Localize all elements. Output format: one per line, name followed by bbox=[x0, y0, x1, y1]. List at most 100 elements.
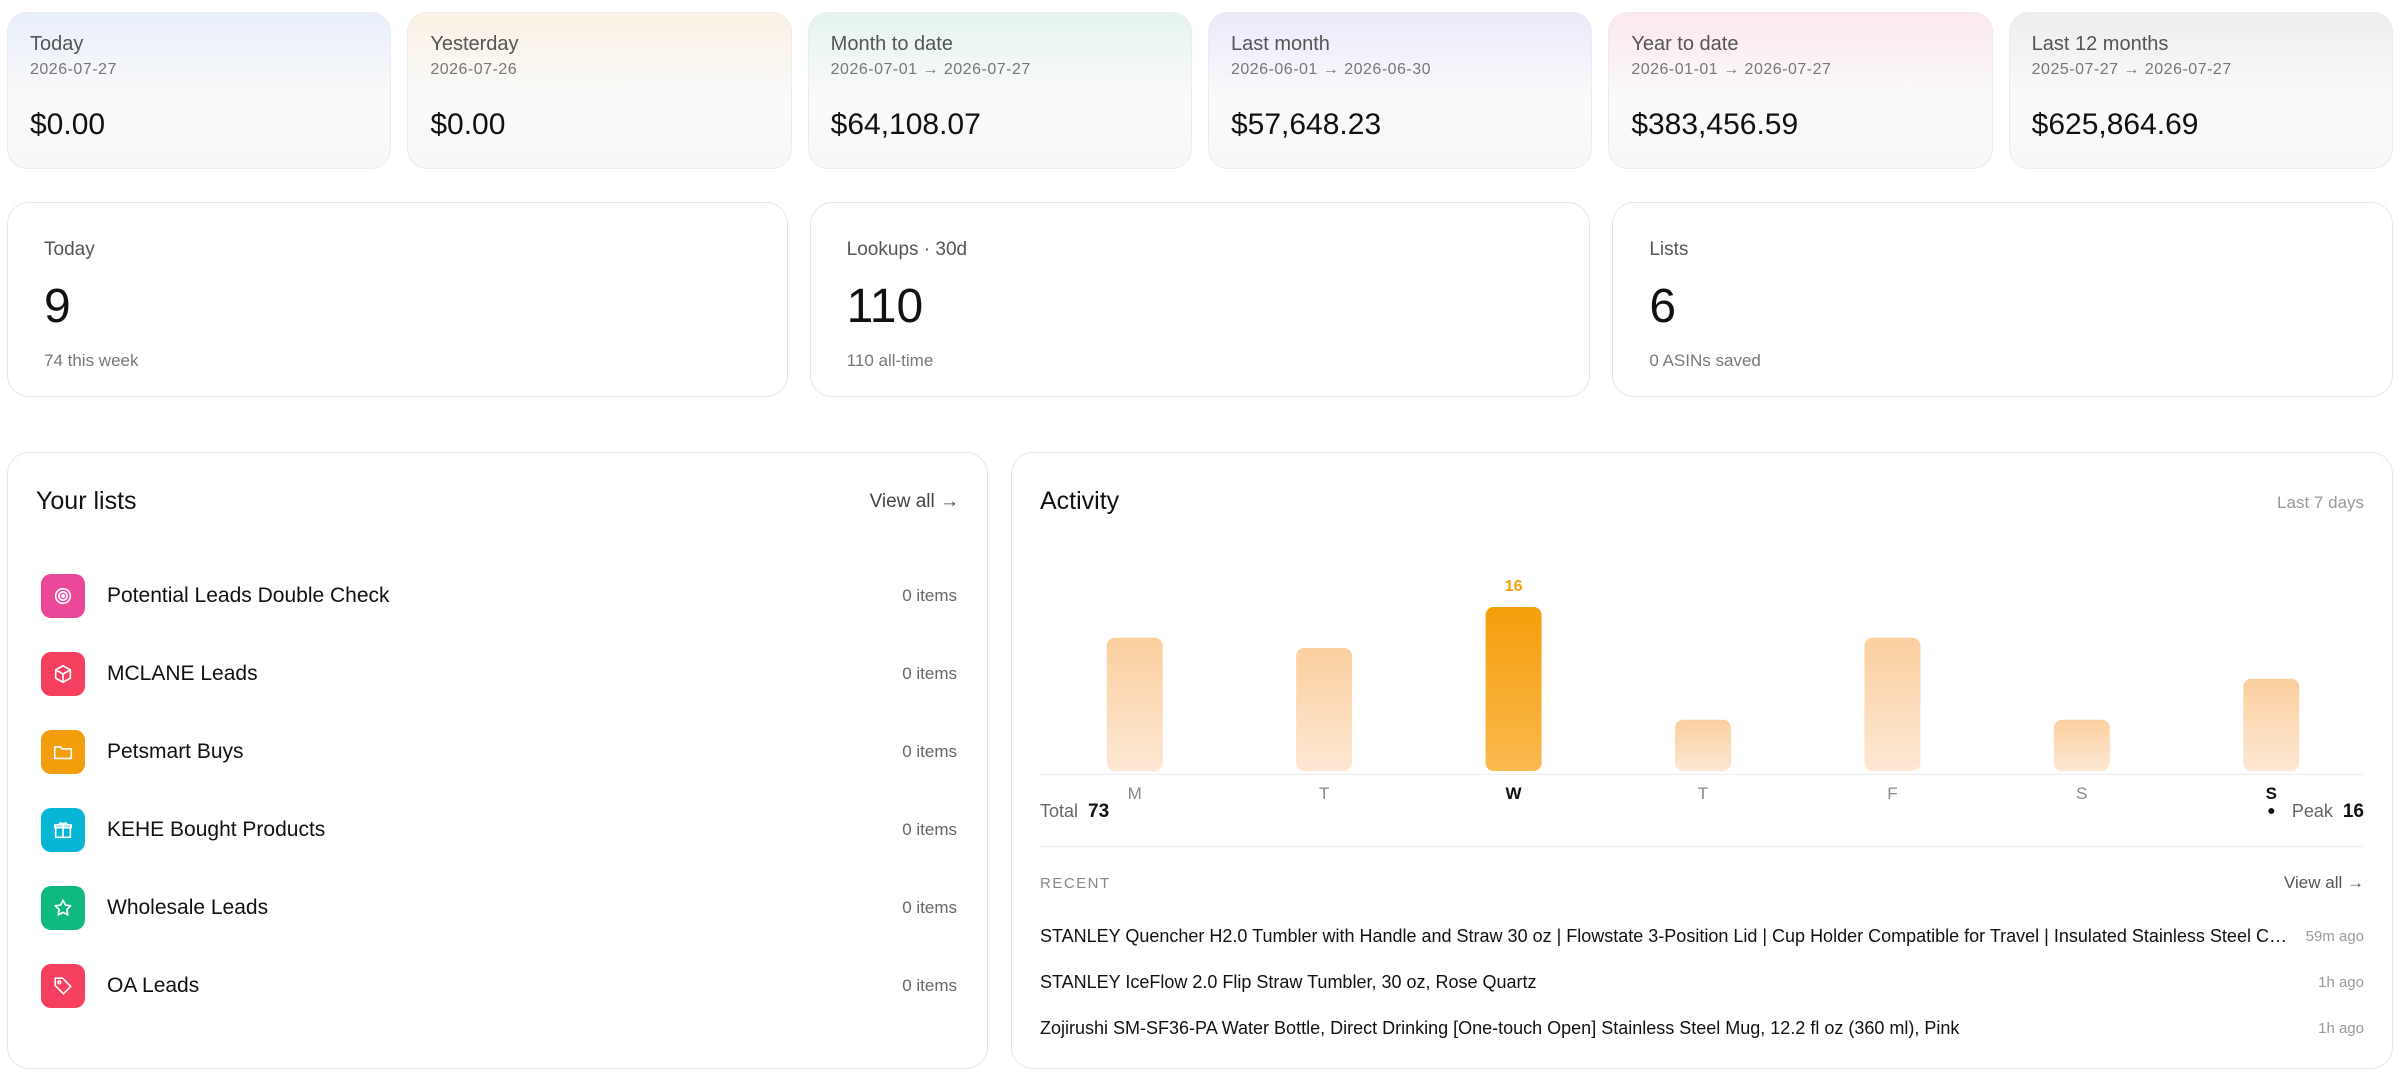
chart-tick-label: F bbox=[1887, 784, 1897, 803]
recent-item-time: 59m ago bbox=[2305, 927, 2364, 945]
revenue-card-last-month[interactable]: Last month 2026-06-01 → 2026-06-30 $57,6… bbox=[1207, 12, 1593, 169]
stat-card-lists: Lists 6 0 ASINs saved bbox=[1612, 202, 2394, 397]
stat-label: Today bbox=[44, 239, 95, 260]
stat-subtext: 0 ASINs saved bbox=[1649, 351, 1761, 370]
chart-bar bbox=[1106, 637, 1163, 771]
revenue-card-date: 2026-07-26 bbox=[430, 61, 518, 78]
stat-label: Lookups · 30d bbox=[846, 239, 968, 260]
lists-panel-title: Your lists bbox=[36, 487, 137, 515]
chart-bar bbox=[1296, 648, 1353, 771]
list-name: MCLANE Leads bbox=[107, 662, 258, 685]
activity-panel: Activity Last 7 days M T W 16 T F S S Total 73 P… bbox=[1011, 452, 2393, 1069]
peak-label: Peak bbox=[2291, 801, 2333, 821]
activity-totals: Total 73 Peak 16 bbox=[1040, 801, 2364, 823]
revenue-card-value: $0.00 bbox=[30, 108, 106, 141]
chart-tick-label: T bbox=[1698, 784, 1708, 803]
list-count: 0 items bbox=[902, 820, 957, 839]
stat-value: 9 bbox=[44, 280, 71, 333]
stat-subtext: 110 all-time bbox=[846, 351, 934, 370]
target-icon bbox=[41, 574, 85, 618]
total-value: 73 bbox=[1088, 801, 1110, 822]
recent-item[interactable]: Zojirushi SM-SF36-PA Water Bottle, Direc… bbox=[1040, 1005, 2364, 1051]
list-count: 0 items bbox=[902, 664, 957, 683]
chart-bar bbox=[2243, 678, 2300, 771]
chart-data-label: 16 bbox=[1505, 578, 1523, 595]
revenue-cards: Today 2026-07-27 $0.00 Yesterday 2026-07… bbox=[7, 12, 2393, 169]
chart-tick-label: S bbox=[2266, 784, 2277, 803]
activity-range-label: Last 7 days bbox=[2277, 493, 2364, 512]
recent-view-all-link[interactable]: View all → bbox=[2284, 873, 2364, 892]
revenue-card-label: Today bbox=[30, 33, 84, 55]
recent-item[interactable]: STANLEY Quencher H2.0 Tumbler with Handl… bbox=[1040, 913, 2364, 959]
peak-stat: Peak 16 bbox=[2292, 801, 2364, 823]
list-name: Petsmart Buys bbox=[107, 740, 244, 763]
box-icon bbox=[41, 652, 85, 696]
total-label: Total bbox=[1040, 801, 1079, 821]
divider bbox=[1040, 774, 2364, 775]
stat-cards: Today 9 74 this week Lookups · 30d 110 1… bbox=[7, 202, 2394, 397]
recent-item-time: 1h ago bbox=[2318, 1019, 2364, 1037]
list-item[interactable]: Potential Leads Double Check 0 items bbox=[41, 557, 961, 635]
recent-header: RECENT View all → bbox=[1040, 873, 2364, 893]
revenue-card-value: $64,108.07 bbox=[830, 108, 981, 141]
revenue-card-value: $0.00 bbox=[430, 108, 506, 141]
divider bbox=[1040, 846, 2364, 847]
revenue-card-label: Year to date bbox=[1631, 33, 1739, 55]
revenue-card-label: Month to date bbox=[830, 33, 953, 55]
chart-bar bbox=[1864, 637, 1921, 771]
chart-bar bbox=[1675, 719, 1731, 771]
recent-item-title: Zojirushi SM-SF36-PA Water Bottle, Direc… bbox=[1040, 1017, 1960, 1038]
list-count: 0 items bbox=[902, 898, 957, 917]
list-items: Potential Leads Double Check 0 items MCL… bbox=[41, 557, 961, 1025]
revenue-card-yesterday[interactable]: Yesterday 2026-07-26 $0.00 bbox=[407, 12, 792, 169]
gift-icon bbox=[41, 808, 85, 852]
revenue-card-year-to-date[interactable]: Year to date 2026-01-01 → 2026-07-27 $38… bbox=[1608, 12, 1993, 169]
activity-chart: M T W 16 T F S S bbox=[1106, 578, 2300, 814]
revenue-card-last-12-months[interactable]: Last 12 months 2025-07-27 → 2026-07-27 $… bbox=[2008, 12, 2393, 169]
recent-list: STANLEY Quencher H2.0 Tumbler with Handl… bbox=[1040, 913, 2364, 1051]
star-icon bbox=[41, 886, 85, 930]
chart-tick-label: M bbox=[1128, 784, 1142, 803]
stat-value: 6 bbox=[1649, 280, 1677, 333]
chart-bar bbox=[2053, 719, 2110, 771]
revenue-card-label: Last month bbox=[1230, 33, 1330, 55]
revenue-card-value: $383,456.59 bbox=[1631, 108, 1799, 141]
lists-view-all-link[interactable]: View all → bbox=[869, 491, 959, 512]
revenue-card-date: 2026-06-01 → 2026-06-30 bbox=[1230, 61, 1432, 78]
list-count: 0 items bbox=[902, 742, 957, 761]
revenue-card-date: 2026-07-27 bbox=[30, 61, 117, 78]
chart-tick-label: W bbox=[1506, 784, 1523, 803]
revenue-card-label: Last 12 months bbox=[2031, 33, 2169, 55]
list-item[interactable]: MCLANE Leads 0 items bbox=[41, 635, 961, 713]
stat-card-lookups: Lookups · 30d 110 110 all-time bbox=[809, 202, 1591, 397]
recent-item-title: STANLEY IceFlow 2.0 Flip Straw Tumbler, … bbox=[1040, 971, 1537, 992]
list-count: 0 items bbox=[902, 586, 957, 605]
list-item[interactable]: OA Leads 0 items bbox=[41, 947, 961, 1025]
list-count: 0 items bbox=[902, 976, 957, 995]
list-name: Wholesale Leads bbox=[107, 896, 269, 919]
revenue-card-today[interactable]: Today 2026-07-27 $0.00 bbox=[7, 12, 392, 169]
revenue-card-date: 2025-07-27 → 2026-07-27 bbox=[2031, 61, 2232, 78]
list-item[interactable]: Wholesale Leads 0 items bbox=[41, 869, 961, 947]
tag-icon bbox=[41, 964, 85, 1008]
list-item[interactable]: KEHE Bought Products 0 items bbox=[41, 791, 961, 869]
total-stat: Total 73 bbox=[1040, 801, 1109, 823]
list-item[interactable]: Petsmart Buys 0 items bbox=[41, 713, 961, 791]
recent-item-title: STANLEY Quencher H2.0 Tumbler with Handl… bbox=[1040, 925, 2289, 946]
revenue-card-date: 2026-07-01 → 2026-07-27 bbox=[830, 61, 1031, 78]
list-name: Potential Leads Double Check bbox=[107, 584, 390, 607]
chart-tick-label: S bbox=[2076, 784, 2087, 803]
recent-item[interactable]: STANLEY IceFlow 2.0 Flip Straw Tumbler, … bbox=[1040, 959, 2364, 1005]
stat-subtext: 74 this week bbox=[44, 351, 139, 370]
peak-value: 16 bbox=[2342, 801, 2364, 822]
revenue-card-label: Yesterday bbox=[430, 33, 519, 55]
stat-value: 110 bbox=[846, 280, 924, 333]
chart-tick-label: T bbox=[1319, 784, 1329, 803]
today-indicator-dot bbox=[2268, 808, 2275, 814]
folder-icon bbox=[41, 730, 85, 774]
stat-card-today: Today 9 74 this week bbox=[7, 202, 788, 397]
revenue-card-month-to-date[interactable]: Month to date 2026-07-01 → 2026-07-27 $6… bbox=[807, 12, 1192, 169]
revenue-card-value: $57,648.23 bbox=[1230, 108, 1382, 141]
list-name: OA Leads bbox=[107, 974, 200, 997]
